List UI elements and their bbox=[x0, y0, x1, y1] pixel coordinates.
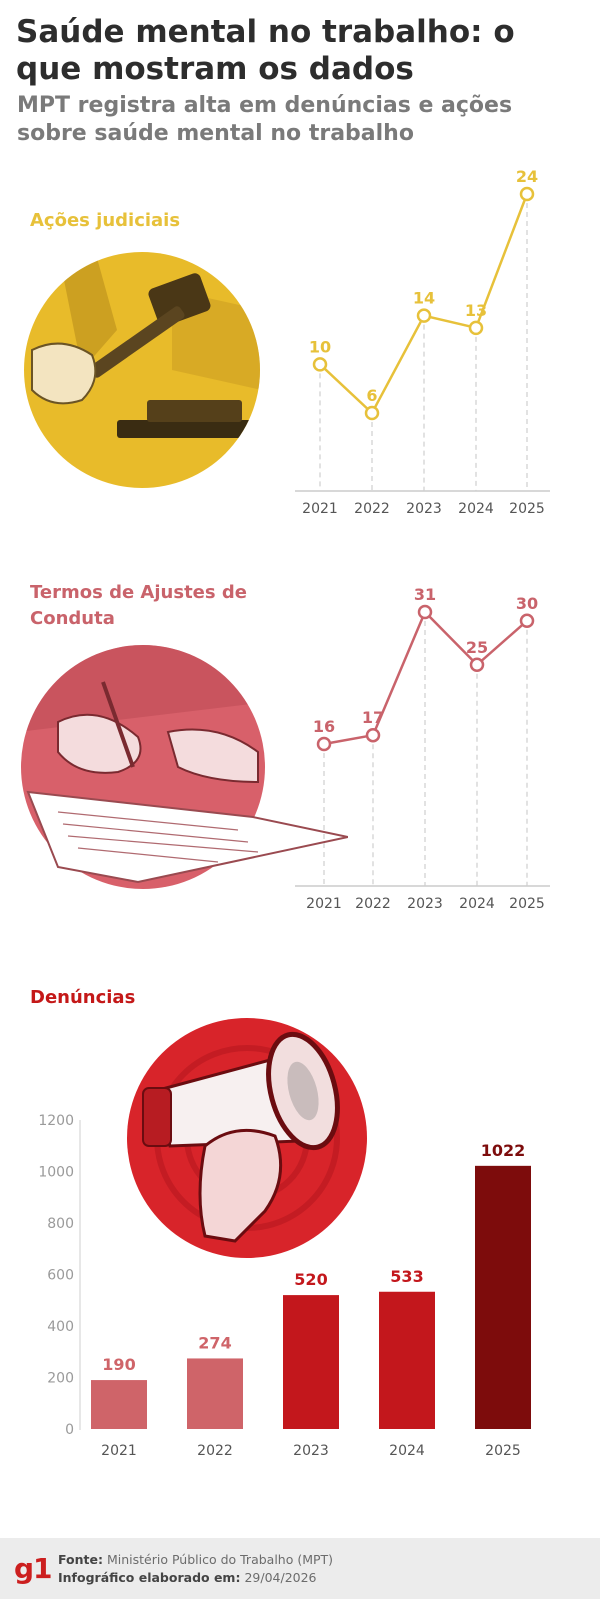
date-line: Infográfico elaborado em: 29/04/2026 bbox=[58, 1570, 317, 1585]
x-tick-label: 2022 bbox=[354, 501, 390, 517]
x-tick-label: 2022 bbox=[355, 896, 391, 912]
bar-value-label: 190 bbox=[102, 1355, 135, 1374]
data-point bbox=[469, 657, 485, 673]
bar bbox=[91, 1380, 147, 1429]
data-label: 10 bbox=[309, 337, 331, 356]
bar-value-label: 274 bbox=[198, 1333, 231, 1352]
data-label: 25 bbox=[466, 638, 488, 657]
made-label: Infográfico elaborado em: bbox=[58, 1570, 241, 1585]
x-tick-label: 2025 bbox=[485, 1443, 521, 1459]
data-label: 13 bbox=[465, 301, 487, 320]
y-tick-label: 0 bbox=[65, 1422, 74, 1438]
megaphone-illustration bbox=[127, 1018, 367, 1258]
data-label: 6 bbox=[366, 386, 377, 405]
data-label: 16 bbox=[313, 717, 335, 736]
data-point bbox=[468, 320, 484, 336]
made-date: 29/04/2026 bbox=[244, 1570, 317, 1585]
x-tick-label: 2023 bbox=[293, 1443, 329, 1459]
x-tick-label: 2022 bbox=[197, 1443, 233, 1459]
data-point bbox=[312, 357, 328, 372]
x-tick-label: 2021 bbox=[306, 896, 342, 912]
x-tick-label: 2024 bbox=[458, 501, 494, 517]
bar bbox=[187, 1358, 243, 1429]
data-point bbox=[316, 736, 332, 752]
data-point bbox=[519, 186, 535, 202]
y-tick-label: 600 bbox=[47, 1268, 74, 1284]
source-text: Ministério Público do Trabalho (MPT) bbox=[106, 1552, 334, 1567]
data-point bbox=[364, 405, 380, 421]
data-point bbox=[519, 613, 535, 629]
data-label: 14 bbox=[413, 289, 435, 308]
data-label: 24 bbox=[516, 167, 538, 186]
chart-termos: 16 2021 17 2022 31 2023 25 2024 30 2025 bbox=[295, 585, 550, 912]
g1-logo: g1 bbox=[14, 1552, 53, 1585]
x-tick-label: 2024 bbox=[459, 896, 495, 912]
x-tick-label: 2021 bbox=[101, 1443, 137, 1459]
page-subtitle: MPT registra alta em denúncias e ações s… bbox=[17, 93, 513, 146]
chart-acoes: 10 2021 6 2022 14 2023 13 2024 24 2025 bbox=[295, 167, 550, 517]
data-label: 31 bbox=[414, 585, 436, 604]
bar-value-label: 533 bbox=[390, 1267, 423, 1286]
gavel-illustration bbox=[24, 252, 260, 488]
x-tick-label: 2025 bbox=[509, 501, 545, 517]
page-title: Saúde mental no trabalho: o que mostram … bbox=[16, 14, 515, 87]
data-point bbox=[417, 604, 433, 620]
section-title-acoes: Ações judiciais bbox=[30, 210, 181, 231]
data-point bbox=[365, 727, 381, 743]
bar bbox=[283, 1295, 339, 1429]
bar bbox=[475, 1165, 531, 1429]
y-tick-label: 1200 bbox=[38, 1113, 74, 1129]
y-tick-label: 800 bbox=[47, 1216, 74, 1232]
data-label: 17 bbox=[362, 708, 384, 727]
source-label: Fonte: bbox=[58, 1552, 103, 1567]
chart-denuncias: 0 200 400 600 800 1000 1200 190 2021 274 2022 520 20… bbox=[38, 1113, 531, 1459]
signing-document-illustration bbox=[21, 645, 348, 889]
x-tick-label: 2025 bbox=[509, 896, 545, 912]
bar-value-label: 520 bbox=[294, 1270, 327, 1289]
y-tick-label: 1000 bbox=[38, 1165, 74, 1181]
y-tick-label: 200 bbox=[47, 1371, 74, 1387]
bar bbox=[379, 1291, 435, 1429]
x-tick-label: 2024 bbox=[389, 1443, 425, 1459]
bar-value-label: 1022 bbox=[481, 1141, 526, 1160]
x-tick-label: 2021 bbox=[302, 501, 338, 517]
x-tick-label: 2023 bbox=[407, 896, 443, 912]
source-line: Fonte: Ministério Público do Trabalho (M… bbox=[58, 1552, 333, 1567]
data-point bbox=[416, 308, 432, 323]
section-title-termos: Termos de Ajustes de Conduta bbox=[30, 582, 247, 629]
section-title-denuncias: Denúncias bbox=[30, 987, 136, 1008]
y-tick-label: 400 bbox=[47, 1319, 74, 1335]
x-tick-label: 2023 bbox=[406, 501, 442, 517]
footer: g1 Fonte: Ministério Público do Trabalho… bbox=[0, 1538, 600, 1599]
data-label: 30 bbox=[516, 594, 538, 613]
